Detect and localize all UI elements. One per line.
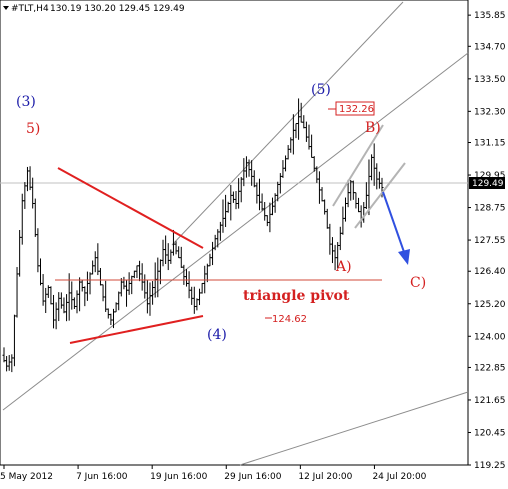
level-high: 132.26	[328, 101, 375, 116]
y-tick-label: 129.95	[474, 171, 506, 181]
x-tick-label: 7 Jun 16:00	[76, 472, 128, 482]
y-tick-label: 135.85	[474, 11, 506, 21]
level-high-text: 132.26	[339, 104, 374, 115]
triangle-upper-line	[57, 167, 204, 249]
wave-label-5: (5)	[311, 82, 331, 98]
ohlc-values: 130.19 130.20 129.45 129.49	[50, 4, 185, 14]
wave-label-4: (4)	[207, 327, 227, 343]
x-tick-label: 5 May 2012	[0, 472, 53, 482]
wave-label-A: A)	[335, 259, 352, 275]
current-price-tag: 129.49	[469, 177, 505, 189]
y-tick-label: 132.30	[474, 107, 506, 117]
x-tick-label: 29 Jun 16:00	[224, 472, 281, 482]
y-tick-label: 119.25	[474, 461, 506, 471]
x-tick-label: 19 Jun 16:00	[150, 472, 207, 482]
level-high-box	[335, 101, 375, 116]
price-bars	[2, 98, 384, 373]
forecast-arrow-head	[398, 249, 410, 265]
y-tick-label: 121.65	[474, 396, 506, 406]
wave-label-3: (3)	[16, 94, 36, 110]
wave-label-B: B)	[365, 120, 381, 136]
abc-channel-upper	[332, 124, 384, 207]
y-tick-label: 127.55	[474, 236, 506, 246]
level-low-text: 124.62	[272, 314, 307, 325]
y-tick-label: 134.70	[474, 42, 506, 52]
y-tick-label: 124.00	[474, 332, 506, 342]
channel-upper-line	[171, 1, 404, 246]
current-price-box	[469, 177, 505, 189]
x-tick-label: 24 Jul 20:00	[372, 472, 426, 482]
y-tick-label: 126.40	[474, 267, 506, 277]
channel-lower-line	[239, 391, 469, 466]
chart-header: #TLT,H4 130.19 130.20 129.45 129.49	[3, 4, 185, 14]
forecast-arrow	[382, 191, 410, 265]
y-tick-label: 120.45	[474, 428, 506, 438]
triangle-lower-line	[69, 315, 204, 344]
collapse-triangle-icon	[3, 6, 9, 10]
level-low: 124.62	[265, 314, 307, 325]
y-tick-label: 131.15	[474, 139, 506, 149]
triangle-pivot-label: triangle pivot	[243, 288, 350, 304]
abc-channel-lower	[354, 162, 406, 229]
wave-label-5-minor: 5)	[26, 121, 40, 137]
wave-label-C: C)	[410, 275, 426, 291]
symbol-label: #TLT,H4	[11, 4, 49, 14]
abc-channel	[332, 124, 406, 229]
x-axis: 5 May 2012 7 Jun 16:00 19 Jun 16:00 29 Jun …	[0, 465, 427, 482]
current-price-text: 129.49	[472, 179, 504, 189]
y-tick-label: 122.85	[474, 363, 506, 373]
triangle-lines	[57, 167, 204, 344]
channel-mid-line	[2, 52, 469, 411]
y-axis: 135.85 134.70 133.50 132.30 131.15 129.95 128.…	[468, 11, 506, 471]
y-tick-label: 133.50	[474, 75, 506, 85]
y-tick-label: 128.75	[474, 204, 506, 214]
x-tick-label: 12 Jul 20:00	[298, 472, 352, 482]
y-tick-label: 125.20	[474, 300, 506, 310]
channel-lines	[2, 1, 469, 466]
wave-labels: (3) 5) (5) (4) A) B) C) triangle pivot	[16, 82, 426, 343]
forecast-arrow-shaft	[382, 191, 405, 253]
